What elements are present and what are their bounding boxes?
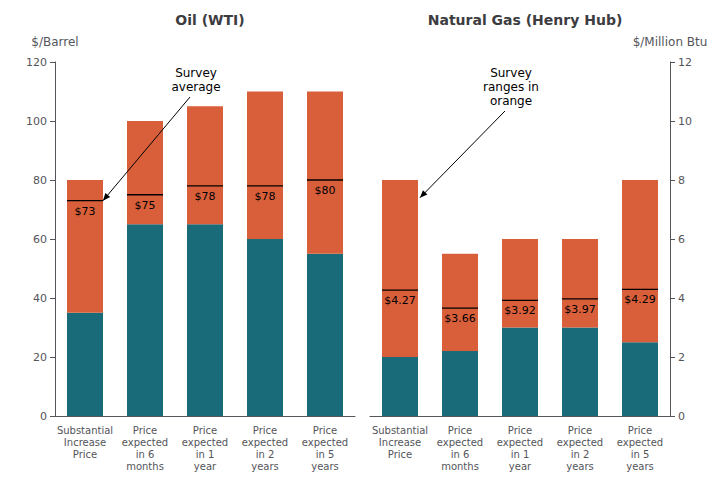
- svg-text:4: 4: [678, 292, 685, 305]
- svg-text:in 2: in 2: [256, 449, 275, 460]
- svg-text:expected: expected: [122, 437, 168, 448]
- svg-text:year: year: [194, 461, 217, 472]
- svg-text:Natural Gas (Henry Hub): Natural Gas (Henry Hub): [428, 12, 623, 28]
- svg-text:expected: expected: [302, 437, 348, 448]
- svg-text:Price: Price: [313, 425, 337, 436]
- svg-text:Price: Price: [568, 425, 592, 436]
- svg-text:in 2: in 2: [571, 449, 590, 460]
- svg-text:Oil (WTI): Oil (WTI): [175, 12, 244, 28]
- svg-text:$/Barrel: $/Barrel: [31, 35, 78, 49]
- svg-text:10: 10: [678, 115, 692, 128]
- svg-text:Price: Price: [508, 425, 532, 436]
- svg-text:$3.66: $3.66: [444, 312, 476, 325]
- svg-text:Price: Price: [388, 449, 412, 460]
- svg-text:120: 120: [26, 56, 47, 69]
- svg-text:Survey: Survey: [175, 66, 217, 80]
- svg-text:Increase: Increase: [379, 437, 421, 448]
- svg-text:Price: Price: [133, 425, 157, 436]
- svg-text:expected: expected: [182, 437, 228, 448]
- svg-text:20: 20: [33, 351, 47, 364]
- svg-text:months: months: [126, 461, 164, 472]
- svg-text:6: 6: [678, 233, 685, 246]
- svg-text:in 5: in 5: [631, 449, 650, 460]
- svg-text:in 6: in 6: [136, 449, 155, 460]
- svg-text:Substantial: Substantial: [57, 425, 113, 436]
- svg-text:years: years: [626, 461, 654, 472]
- svg-text:2: 2: [678, 351, 685, 364]
- svg-text:ranges in: ranges in: [483, 80, 539, 94]
- svg-text:12: 12: [678, 56, 692, 69]
- svg-text:Price: Price: [73, 449, 97, 460]
- svg-text:Price: Price: [448, 425, 472, 436]
- svg-text:Price: Price: [193, 425, 217, 436]
- svg-text:$75: $75: [135, 199, 156, 212]
- svg-text:Price: Price: [628, 425, 652, 436]
- svg-text:80: 80: [33, 174, 47, 187]
- svg-text:expected: expected: [557, 437, 603, 448]
- svg-text:$3.92: $3.92: [504, 304, 536, 317]
- svg-text:Substantial: Substantial: [372, 425, 428, 436]
- svg-text:100: 100: [26, 115, 47, 128]
- svg-text:Increase: Increase: [64, 437, 106, 448]
- svg-text:orange: orange: [490, 94, 532, 108]
- svg-text:$3.97: $3.97: [564, 303, 596, 316]
- svg-text:expected: expected: [242, 437, 288, 448]
- svg-text:in 6: in 6: [451, 449, 470, 460]
- svg-text:60: 60: [33, 233, 47, 246]
- svg-text:$78: $78: [195, 190, 216, 203]
- svg-text:Survey: Survey: [490, 66, 532, 80]
- svg-text:expected: expected: [497, 437, 543, 448]
- svg-text:0: 0: [40, 410, 47, 423]
- svg-text:years: years: [251, 461, 279, 472]
- svg-text:40: 40: [33, 292, 47, 305]
- svg-text:0: 0: [678, 410, 685, 423]
- svg-text:years: years: [311, 461, 339, 472]
- svg-text:average: average: [171, 80, 220, 94]
- svg-text:$/Million Btu: $/Million Btu: [633, 35, 708, 49]
- svg-text:year: year: [509, 461, 532, 472]
- svg-text:in 1: in 1: [196, 449, 215, 460]
- svg-text:Price: Price: [253, 425, 277, 436]
- svg-text:in 5: in 5: [316, 449, 335, 460]
- svg-text:$4.27: $4.27: [384, 294, 416, 307]
- svg-text:$78: $78: [255, 190, 276, 203]
- svg-text:$73: $73: [75, 205, 96, 218]
- svg-text:$4.29: $4.29: [624, 293, 656, 306]
- svg-text:expected: expected: [617, 437, 663, 448]
- svg-text:expected: expected: [437, 437, 483, 448]
- svg-text:years: years: [566, 461, 594, 472]
- svg-text:8: 8: [678, 174, 685, 187]
- svg-text:months: months: [441, 461, 479, 472]
- svg-text:$80: $80: [315, 184, 336, 197]
- svg-text:in 1: in 1: [511, 449, 530, 460]
